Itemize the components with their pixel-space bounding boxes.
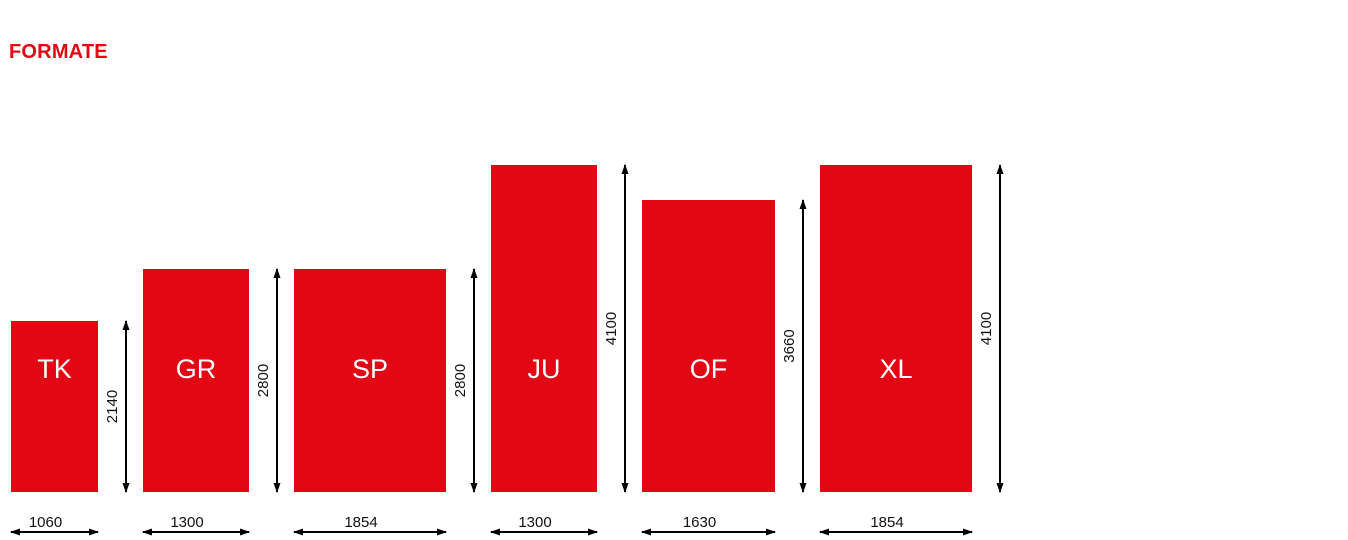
width-label-of: 1630	[683, 514, 716, 531]
width-label-xl: 1854	[870, 514, 903, 531]
format-label-xl: XL	[879, 354, 912, 384]
format-label-sp: SP	[352, 354, 388, 384]
width-label-tk: 1060	[29, 514, 62, 531]
format-rect-tk	[11, 321, 98, 492]
height-label-of: 3660	[781, 329, 798, 362]
height-label-xl: 4100	[978, 312, 995, 345]
width-label-sp: 1854	[344, 514, 377, 531]
format-rect-sp	[294, 269, 446, 492]
format-label-tk: TK	[37, 354, 72, 384]
format-label-gr: GR	[176, 354, 217, 384]
format-label-of: OF	[690, 354, 728, 384]
format-rect-of	[642, 200, 775, 492]
height-label-gr: 2800	[255, 364, 272, 397]
format-rect-ju	[491, 165, 597, 492]
height-label-tk: 2140	[104, 390, 121, 423]
width-label-ju: 1300	[518, 514, 551, 531]
height-label-ju: 4100	[603, 312, 620, 345]
width-label-gr: 1300	[170, 514, 203, 531]
format-rect-gr	[143, 269, 249, 492]
height-label-sp: 2800	[452, 364, 469, 397]
format-rect-xl	[820, 165, 972, 492]
page-title: FORMATE	[9, 41, 108, 63]
format-label-ju: JU	[528, 354, 561, 384]
